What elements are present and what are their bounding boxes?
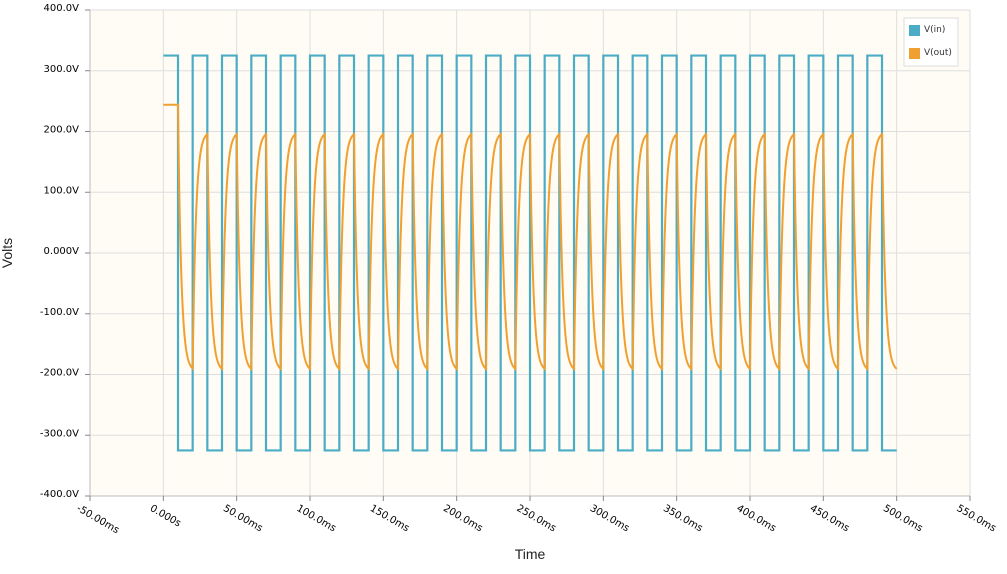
x-tick-label: 400.0ms: [735, 503, 778, 534]
x-tick-labels: -50.00ms 0.000s 50.00ms 100.0ms 150.0ms 200.0…: [75, 496, 998, 536]
x-tick-label: 200.0ms: [441, 503, 484, 534]
y-tick-label: -300.0V: [40, 428, 79, 439]
x-tick-label: 350.0ms: [661, 503, 704, 534]
legend-swatch-vout: [909, 48, 920, 59]
x-tick-label: 100.0ms: [295, 503, 338, 534]
x-axis-title: Time: [515, 546, 546, 562]
x-tick-label: 150.0ms: [368, 503, 411, 534]
y-tick-label: 200.0V: [44, 125, 80, 136]
y-tick-label: 400.0V: [44, 3, 80, 14]
y-tick-label: -100.0V: [40, 307, 79, 318]
series-line-vout: [163, 103, 898, 372]
legend-label-vin: V(in): [924, 25, 945, 35]
legend-label-vout: V(out): [924, 48, 952, 58]
y-tick-label: -200.0V: [40, 368, 79, 379]
y-tick-label: 300.0V: [44, 64, 80, 75]
y-tick-labels: 400.0V 300.0V 200.0V 100.0V 0.000V -100.0V -20…: [40, 3, 90, 500]
x-tick-label: -50.00ms: [75, 503, 121, 536]
legend: V(in) V(out): [903, 17, 959, 67]
y-tick-label: -400.0V: [40, 489, 79, 500]
y-tick-label: 100.0V: [44, 185, 80, 196]
x-tick-label: 0.000s: [148, 503, 183, 529]
x-tick-label: 550.0ms: [955, 503, 998, 534]
x-tick-label: 450.0ms: [808, 503, 851, 534]
x-tick-label: 250.0ms: [515, 503, 558, 534]
series-line-vin: [163, 54, 897, 452]
x-tick-label: 50.00ms: [221, 503, 264, 534]
x-tick-label: 500.0ms: [881, 503, 924, 534]
legend-swatch-vin: [909, 25, 920, 36]
series-group: [163, 54, 898, 452]
y-axis-title: Volts: [0, 238, 15, 268]
y-tick-label: 0.000V: [44, 246, 80, 257]
x-tick-label: 300.0ms: [588, 503, 631, 534]
